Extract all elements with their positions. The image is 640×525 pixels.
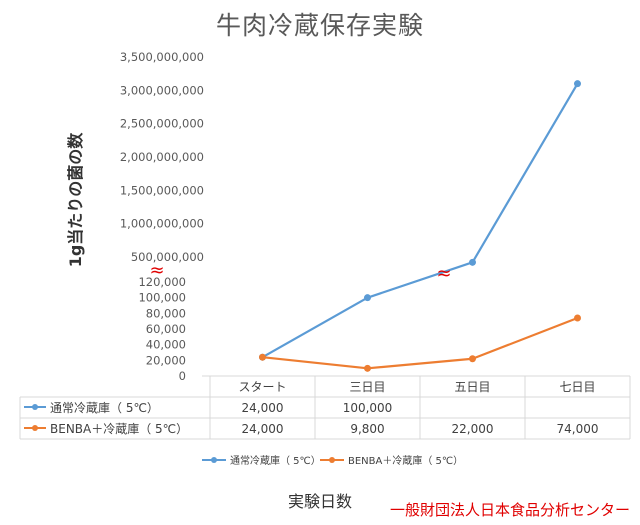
axis-break-mark: ≈	[149, 260, 164, 281]
table-legend-marker	[32, 425, 38, 431]
table-cell-value: 22,000	[452, 422, 494, 436]
series-line	[262, 317, 578, 370]
legend-label: BENBA＋冷蔵庫（ 5℃）	[348, 454, 463, 467]
y-tick-label-lower: 80,000	[146, 306, 186, 320]
table-cell-value: 100,000	[343, 401, 393, 415]
credit-text: 一般財団法人日本食品分析センター	[389, 501, 630, 519]
x-axis-label: 実験日数	[287, 492, 352, 511]
table-cell-value: 9,800	[350, 422, 384, 436]
y-tick-label-upper: 1,000,000,000	[120, 217, 204, 231]
category-label: 七日目	[559, 380, 595, 394]
y-tick-label-lower: 120,000	[138, 275, 186, 289]
y-tick-label-upper: 3,000,000,000	[120, 83, 204, 97]
table-series-name: BENBA＋冷蔵庫（ 5℃）	[50, 422, 188, 436]
series-line	[261, 83, 579, 359]
line-break-mark: ≈	[436, 263, 451, 284]
y-tick-label-lower: 60,000	[146, 322, 186, 336]
y-tick-label-upper: 3,500,000,000	[120, 50, 204, 64]
category-label: 三日目	[349, 380, 385, 394]
data-point	[259, 353, 266, 361]
table-legend-marker	[32, 404, 38, 410]
y-tick-label-upper: 2,000,000,000	[120, 150, 204, 164]
chart-title: 牛肉冷蔵保存実験	[215, 11, 424, 40]
data-point	[574, 80, 581, 88]
legend-marker	[329, 457, 335, 463]
y-tick-label-lower: 0	[179, 369, 186, 383]
table-series-name: 通常冷蔵庫（ 5℃）	[50, 401, 159, 415]
y-tick-label-lower: 100,000	[138, 291, 186, 305]
y-tick-label-upper: 1,500,000,000	[120, 183, 204, 197]
legend-marker	[211, 457, 217, 463]
data-point	[364, 364, 371, 372]
table-cell-value: 74,000	[557, 422, 599, 436]
table-cell-value: 24,000	[242, 422, 284, 436]
y-tick-label-lower: 20,000	[146, 353, 186, 367]
data-point	[574, 314, 581, 322]
data-point	[469, 258, 476, 266]
y-tick-label-lower: 40,000	[146, 338, 186, 352]
y-tick-label-upper: 2,500,000,000	[120, 117, 204, 131]
data-point	[469, 355, 476, 363]
y-tick-label-upper: 500,000,000	[131, 250, 204, 264]
category-label: 五日目	[454, 380, 490, 394]
legend-label: 通常冷蔵庫（ 5℃）	[230, 454, 321, 467]
table-cell-value: 24,000	[242, 401, 284, 415]
data-point	[364, 294, 371, 302]
category-label: スタート	[238, 380, 286, 394]
